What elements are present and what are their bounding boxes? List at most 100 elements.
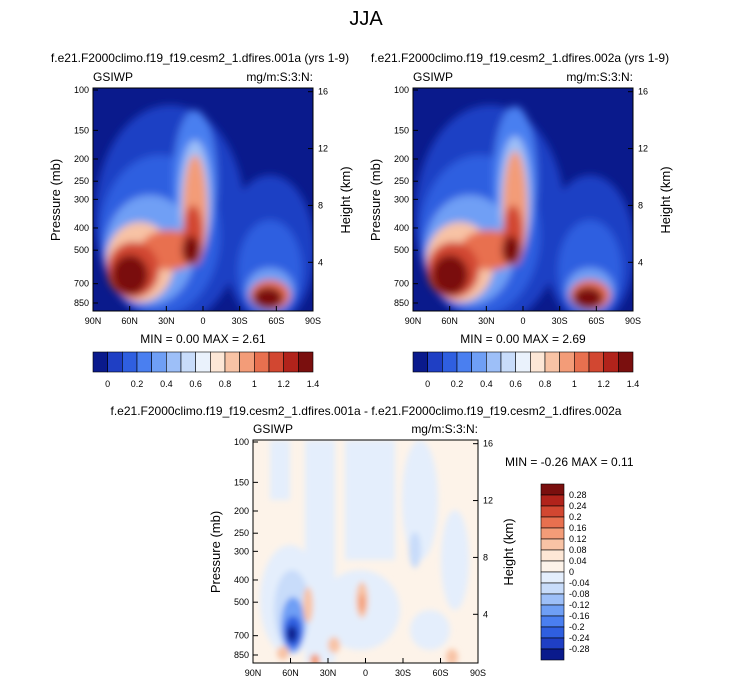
y-tick-label: 400 xyxy=(234,575,249,585)
colorbar-swatch xyxy=(283,351,299,373)
y-tick-label: 400 xyxy=(394,223,409,233)
colorbar-swatch xyxy=(540,494,565,507)
y-tick-label: 300 xyxy=(234,546,249,556)
colorbar-swatch xyxy=(540,626,565,639)
y-tick-label: 250 xyxy=(74,176,89,186)
x-tick-label: 90N xyxy=(405,316,422,326)
colorbar-swatch xyxy=(151,351,167,373)
panel-2-x-ticks: 90N 60N 30N 0 30S 60S 90S xyxy=(405,306,641,326)
colorbar-label: -0.24 xyxy=(569,633,590,643)
y-tick-label: 700 xyxy=(234,631,249,641)
colorbar-label: 0.8 xyxy=(219,379,232,389)
y-tick-label: 500 xyxy=(394,245,409,255)
colorbar-label: 0.2 xyxy=(131,379,144,389)
panel-1-colorbar: 0 0.2 0.4 0.6 0.8 1 1.2 1.4 xyxy=(92,351,320,389)
colorbar-label: 1.4 xyxy=(627,379,640,389)
x-tick-label: 90N xyxy=(245,668,262,678)
colorbar-label: 1.4 xyxy=(307,379,320,389)
colorbar-swatch xyxy=(442,351,458,373)
panel-3-colorbar: 0.280.240.20.160.120.080.040-0.04-0.08-0… xyxy=(540,483,590,661)
panel-3-y-ticks: 100 150 200 250 300 400 500 700 850 xyxy=(234,437,258,660)
y2-tick-label: 4 xyxy=(638,257,643,267)
panel-1-corner-right: mg/m:S:3:N: xyxy=(246,70,313,84)
panel-3-y2-ticks: 16 12 8 4 xyxy=(473,439,493,619)
x-tick-label: 90S xyxy=(625,316,641,326)
x-tick-label: 0 xyxy=(200,316,205,326)
y2-tick-label: 4 xyxy=(318,257,323,267)
panel-1-y-ticks: 100 150 200 250 300 400 500 700 850 xyxy=(74,85,98,308)
panel-3-y2-label: Height (km) xyxy=(501,518,516,585)
colorbar-swatch xyxy=(540,604,565,617)
colorbar-label: 0.12 xyxy=(569,534,587,544)
x-tick-label: 30N xyxy=(158,316,175,326)
panel-1-field xyxy=(92,87,314,312)
colorbar-swatch xyxy=(540,571,565,584)
panel-1-y2-ticks: 16 12 8 4 xyxy=(308,87,328,267)
x-tick-label: 60S xyxy=(588,316,604,326)
x-tick-label: 60N xyxy=(121,316,138,326)
colorbar-label: 0.4 xyxy=(480,379,493,389)
panel-1-corner-left: GSIWP xyxy=(93,70,133,84)
y-tick-label: 700 xyxy=(74,279,89,289)
colorbar-label: 0.8 xyxy=(539,379,552,389)
colorbar-swatch xyxy=(427,351,443,373)
x-tick-label: 60N xyxy=(282,668,299,678)
y-tick-label: 300 xyxy=(74,194,89,204)
x-tick-label: 90N xyxy=(85,316,102,326)
colorbar-swatch xyxy=(540,582,565,595)
x-tick-label: 60S xyxy=(432,668,448,678)
colorbar-label: -0.28 xyxy=(569,644,590,654)
colorbar-swatch xyxy=(180,351,196,373)
panel-2-field xyxy=(412,87,634,312)
panel-1: f.e21.F2000climo.f19_f19.cesm2_1.dfires.… xyxy=(48,51,353,389)
colorbar-label: 0.6 xyxy=(509,379,522,389)
colorbar-swatch xyxy=(574,351,590,373)
colorbar-label: 0.2 xyxy=(451,379,464,389)
colorbar-swatch xyxy=(92,351,108,373)
colorbar-swatch xyxy=(107,351,123,373)
panel-3-corner-left: GSIWP xyxy=(253,422,293,436)
colorbar-swatch xyxy=(515,351,531,373)
colorbar-swatch xyxy=(540,516,565,529)
colorbar-swatch xyxy=(618,351,634,373)
panel-3-corner-right: mg/m:S:3:N: xyxy=(411,422,478,436)
colorbar-label: 0.2 xyxy=(569,512,582,522)
y2-tick-label: 16 xyxy=(318,87,328,97)
y-tick-label: 850 xyxy=(394,298,409,308)
colorbar-label: -0.16 xyxy=(569,611,590,621)
colorbar-label: 0 xyxy=(569,567,574,577)
colorbar-swatch xyxy=(239,351,255,373)
panel-2-corner-right: mg/m:S:3:N: xyxy=(566,70,633,84)
colorbar-swatch xyxy=(195,351,211,373)
colorbar-swatch xyxy=(224,351,240,373)
colorbar-swatch xyxy=(122,351,138,373)
y2-tick-label: 8 xyxy=(483,552,488,562)
colorbar-swatch xyxy=(540,505,565,518)
panel-3-title: f.e21.F2000climo.f19_f19.cesm2_1.dfires.… xyxy=(111,404,622,418)
colorbar-label: 0.24 xyxy=(569,501,587,511)
colorbar-swatch xyxy=(540,527,565,540)
y-tick-label: 100 xyxy=(394,85,409,95)
y-tick-label: 250 xyxy=(234,528,249,538)
colorbar-swatch xyxy=(588,351,604,373)
colorbar-swatch xyxy=(298,351,314,373)
panel-2-corner-left: GSIWP xyxy=(413,70,453,84)
colorbar-swatch xyxy=(603,351,619,373)
colorbar-swatch xyxy=(540,483,565,496)
panel-2-y-label: Pressure (mb) xyxy=(368,159,383,241)
y-tick-label: 200 xyxy=(234,506,249,516)
colorbar-swatch xyxy=(530,351,546,373)
colorbar-label: 0 xyxy=(105,379,110,389)
x-tick-label: 60N xyxy=(441,316,458,326)
y2-tick-label: 16 xyxy=(483,439,493,449)
colorbar-swatch xyxy=(268,351,284,373)
colorbar-label: 1 xyxy=(572,379,577,389)
x-tick-label: 30S xyxy=(552,316,568,326)
colorbar-swatch xyxy=(540,560,565,573)
colorbar-label: 0.6 xyxy=(189,379,202,389)
panel-1-y2-label: Height (km) xyxy=(338,166,353,233)
y-tick-label: 400 xyxy=(74,223,89,233)
panel-1-title: f.e21.F2000climo.f19_f19.cesm2_1.dfires.… xyxy=(51,51,349,65)
y-tick-label: 850 xyxy=(234,650,249,660)
colorbar-label: 0.16 xyxy=(569,523,587,533)
